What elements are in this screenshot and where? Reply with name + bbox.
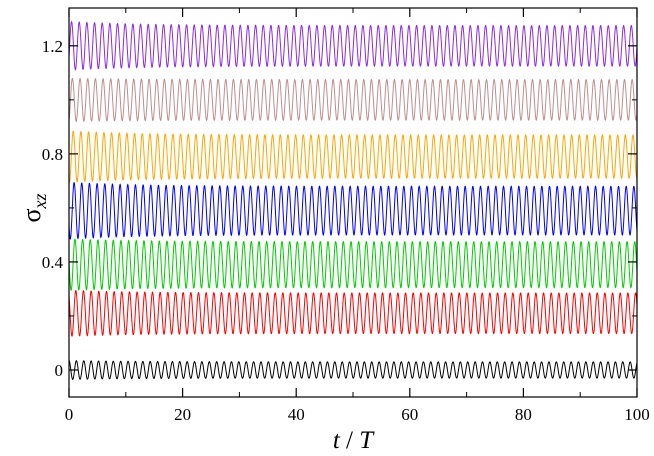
y-axis-label: σxz <box>17 193 50 222</box>
x-tick-label: 40 <box>288 405 305 424</box>
plot-frame <box>68 7 638 398</box>
x-axis-label-main: t <box>333 427 341 454</box>
series-line-6 <box>68 21 638 71</box>
series-line-2 <box>68 238 638 292</box>
y-axis-label-main: σ <box>17 208 46 222</box>
x-tick-label: 0 <box>65 405 74 424</box>
x-tick-label: 20 <box>174 405 191 424</box>
y-tick-label: 0.4 <box>42 253 64 272</box>
series-line-1 <box>68 289 638 337</box>
x-tick-label: 60 <box>401 405 418 424</box>
x-axis-label-unit: T <box>359 427 375 454</box>
series-line-3 <box>68 181 638 240</box>
ticks-layer: 0 20 40 60 80 100 0 0.4 0.8 1.2 <box>42 8 650 424</box>
x-tick-label: 80 <box>515 405 532 424</box>
y-tick-label: 0.8 <box>42 145 63 164</box>
y-tick-label: 0 <box>55 361 64 380</box>
x-tick-label: 100 <box>624 405 650 424</box>
y-axis-label-sub: xz <box>30 193 50 209</box>
series-line-4 <box>68 130 638 184</box>
series-layer <box>68 21 638 380</box>
x-axis-label: t / T <box>333 427 375 454</box>
series-line-5 <box>68 77 638 123</box>
x-axis-label-sep: / <box>340 427 359 454</box>
series-line-0 <box>68 360 638 380</box>
y-tick-label: 1.2 <box>42 37 63 56</box>
